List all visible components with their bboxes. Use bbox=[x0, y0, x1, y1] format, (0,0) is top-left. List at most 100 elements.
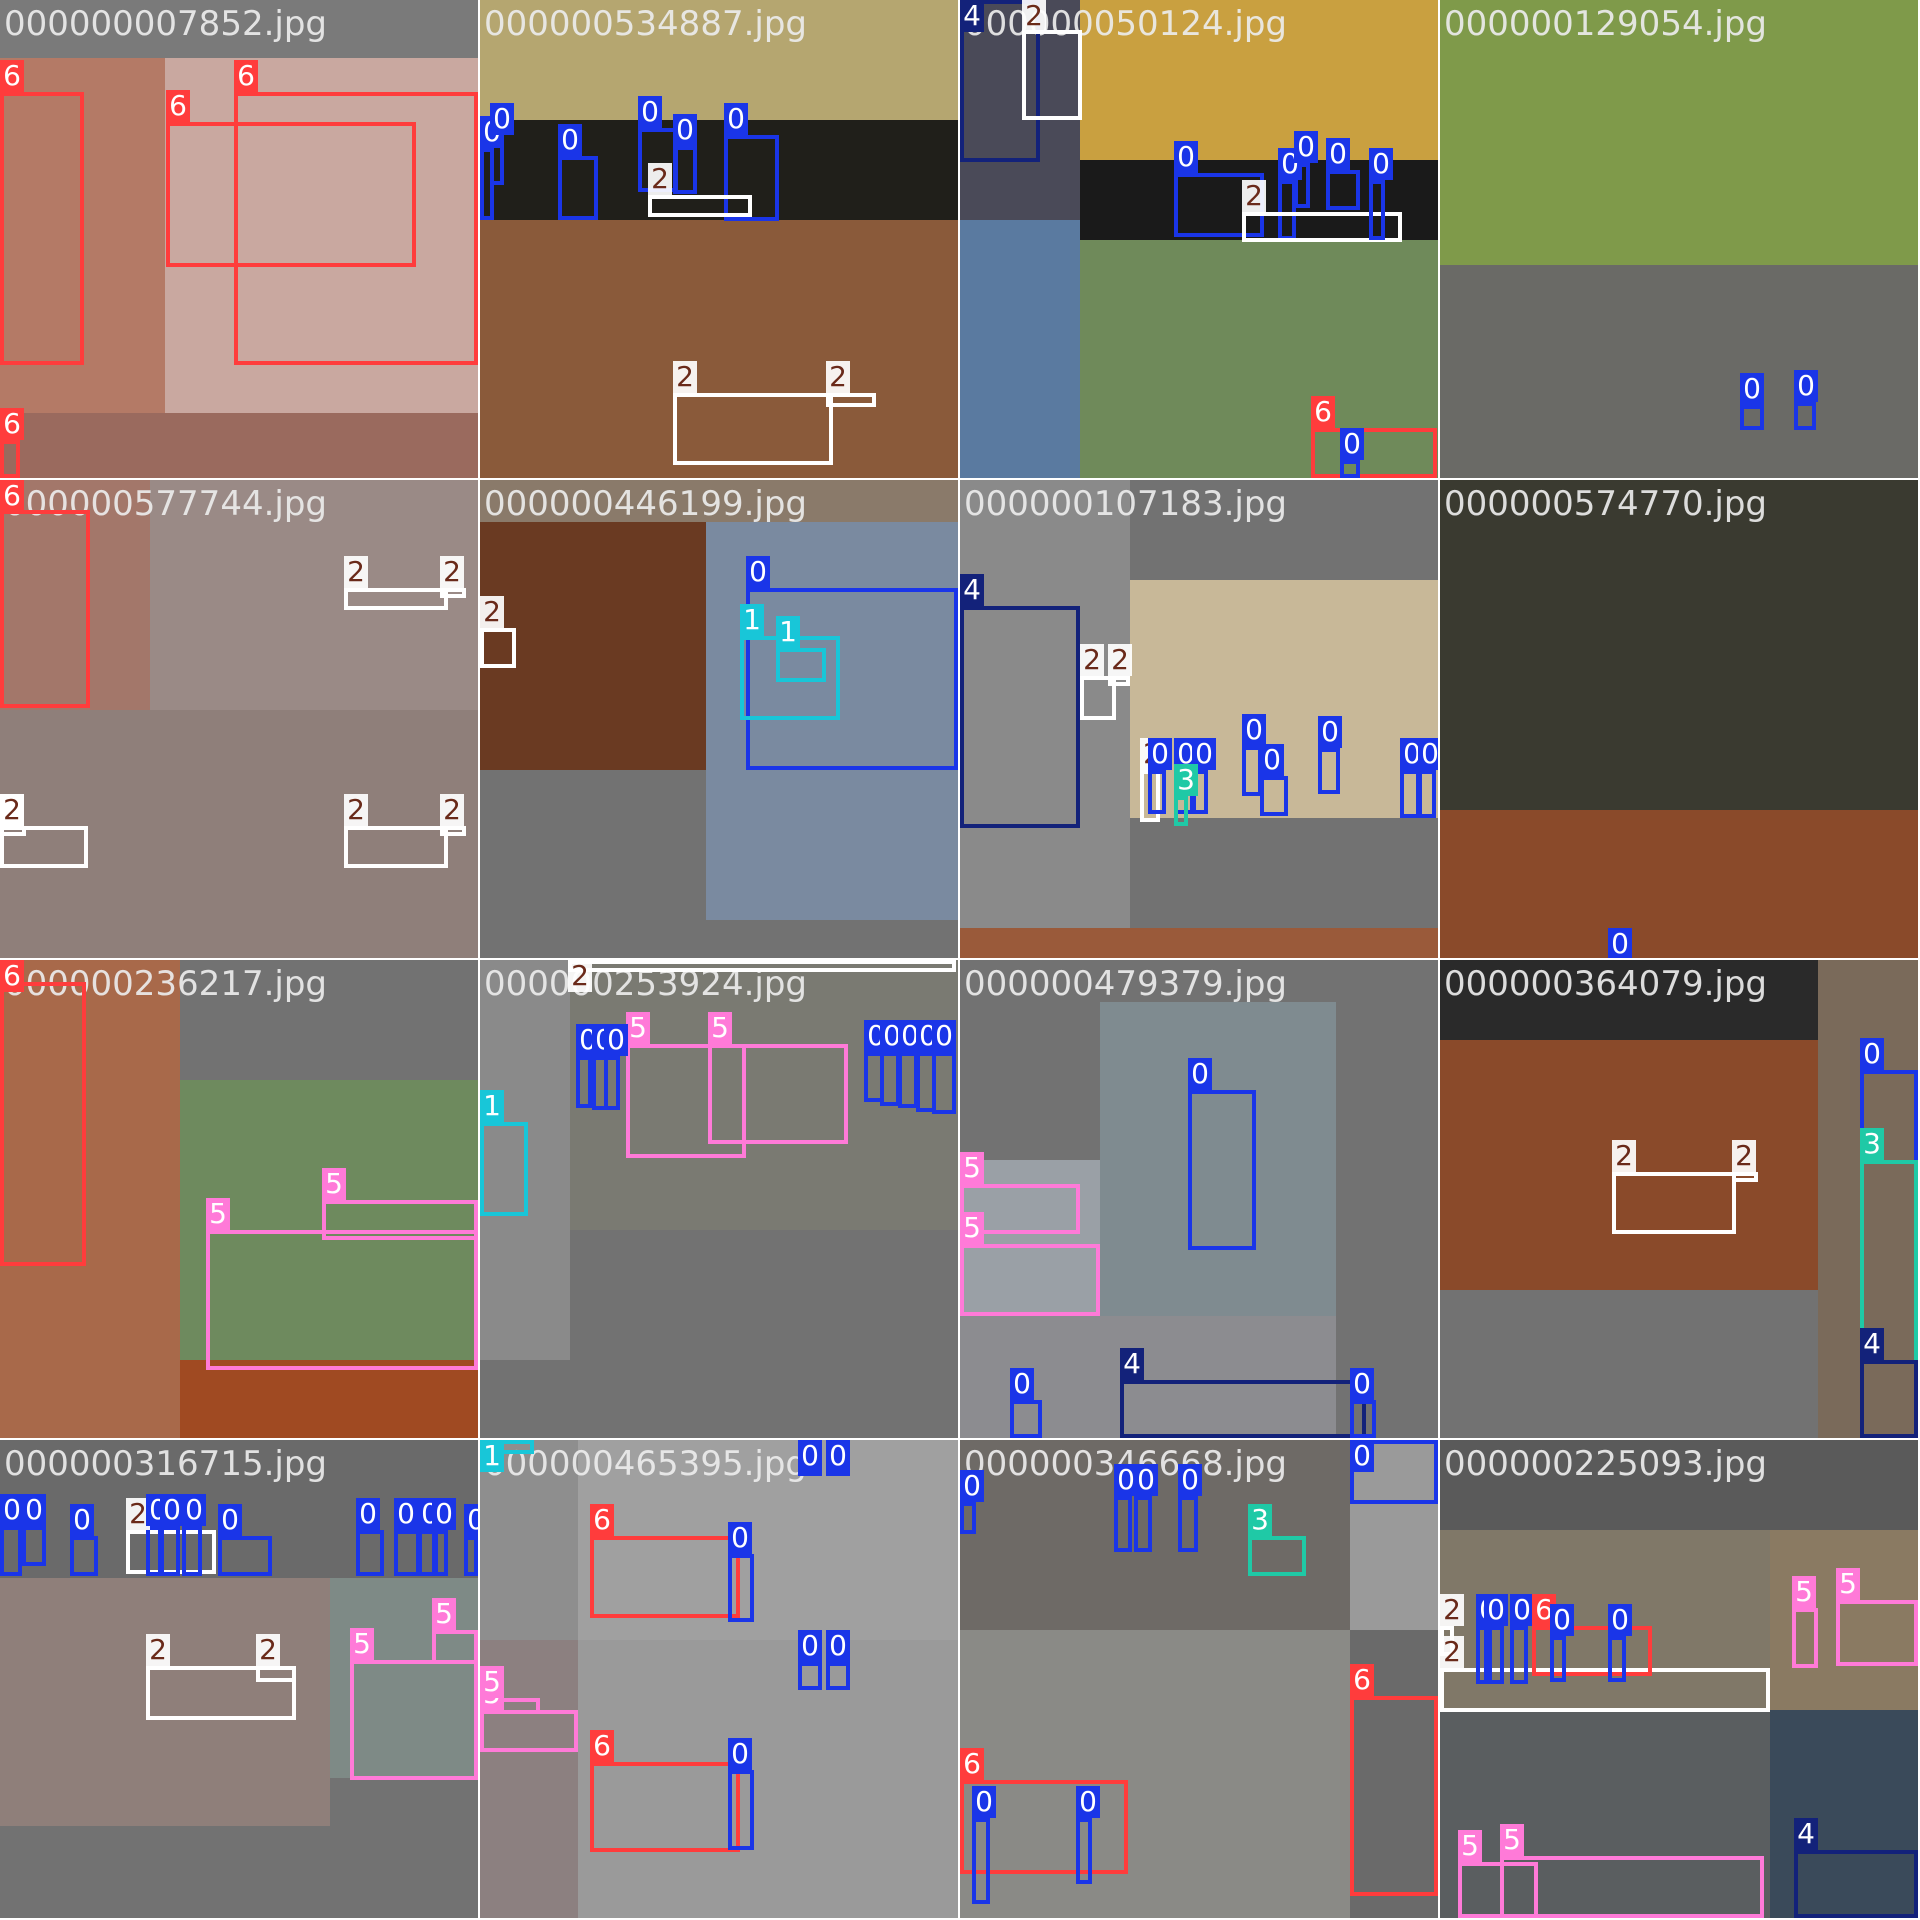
detection-box bbox=[960, 1184, 1080, 1234]
detection-box bbox=[724, 135, 779, 221]
detection-box bbox=[432, 1630, 478, 1664]
detection-box bbox=[1612, 1172, 1736, 1234]
class-label-tag: 2 bbox=[1080, 644, 1104, 676]
class-label-tag: 0 bbox=[1510, 1594, 1534, 1626]
mosaic-tile: 000000236217.jpg 6 5 5 bbox=[0, 960, 478, 1438]
class-label-tag: 3 bbox=[1860, 1128, 1884, 1160]
photo-region bbox=[0, 960, 180, 1438]
class-label-tag: 4 bbox=[1120, 1348, 1144, 1380]
class-label-tag: 0 bbox=[798, 1440, 822, 1472]
class-label-tag: 0 bbox=[826, 1440, 850, 1472]
mosaic-tile: 000000316715.jpg 0 0 0 2 0 0 0 0 0 0 0 0 0 2 2 5 5 bbox=[0, 1440, 478, 1918]
detection-box bbox=[394, 1530, 420, 1576]
detection-box bbox=[728, 1554, 754, 1622]
class-label-tag: 0 bbox=[70, 1504, 94, 1536]
detection-box bbox=[1369, 180, 1385, 240]
detection-box bbox=[1340, 460, 1360, 478]
detection-box bbox=[673, 146, 697, 194]
photo-region bbox=[1440, 0, 1918, 265]
mosaic-tile: 000000007852.jpg 6 6 6 6 bbox=[0, 0, 478, 478]
detection-box bbox=[1608, 1636, 1626, 1682]
photo-region bbox=[330, 1778, 478, 1918]
detection-box bbox=[322, 1200, 478, 1240]
class-label-tag: 2 bbox=[344, 794, 368, 826]
photo-region bbox=[0, 1826, 330, 1918]
class-label-tag: 2 bbox=[440, 556, 464, 588]
class-label-tag: 5 bbox=[708, 1012, 732, 1044]
tile-filename: 000000479379.jpg bbox=[964, 964, 1287, 1004]
detection-box bbox=[826, 1662, 850, 1690]
class-label-tag: 2 bbox=[344, 556, 368, 588]
tile-filename: 000000050124.jpg bbox=[964, 4, 1287, 44]
class-label-tag: 0 bbox=[728, 1522, 752, 1554]
tile-filename: 000000574770.jpg bbox=[1444, 484, 1767, 524]
detection-box bbox=[480, 1122, 528, 1216]
mosaic-tile: 000000129054.jpg 0 0 bbox=[1440, 0, 1918, 478]
class-label-tag: 0 bbox=[490, 103, 514, 135]
class-label-tag: 2 bbox=[568, 960, 592, 992]
detection-box bbox=[1484, 1626, 1504, 1684]
detection-box bbox=[960, 606, 1080, 828]
detection-box bbox=[0, 826, 88, 868]
detection-box bbox=[350, 1660, 478, 1780]
tile-filename: 000000225093.jpg bbox=[1444, 1444, 1767, 1484]
photo-region bbox=[0, 0, 478, 58]
detection-box bbox=[1022, 30, 1082, 120]
class-label-tag: 4 bbox=[1794, 1818, 1818, 1850]
photo-region bbox=[578, 1640, 958, 1918]
class-label-tag: 2 bbox=[1732, 1140, 1756, 1172]
detection-box bbox=[256, 1666, 296, 1682]
class-label-tag: 3 bbox=[1248, 1504, 1272, 1536]
mosaic-tile: 000000479379.jpg 0 5 5 4 0 0 bbox=[960, 960, 1438, 1438]
detection-box bbox=[880, 1052, 900, 1106]
detection-box bbox=[1794, 402, 1816, 430]
photo-region bbox=[960, 1630, 1350, 1918]
class-label-tag: 0 bbox=[1794, 370, 1818, 402]
class-label-tag: 0 bbox=[356, 1498, 380, 1530]
class-label-tag: 0 bbox=[1340, 428, 1364, 460]
photo-region bbox=[960, 0, 1080, 220]
class-label-tag: 5 bbox=[1792, 1576, 1816, 1608]
tile-filename: 000000534887.jpg bbox=[484, 4, 807, 44]
photo-region bbox=[480, 1440, 578, 1640]
class-label-tag: 5 bbox=[960, 1212, 984, 1244]
photo-region bbox=[480, 770, 706, 958]
detection-box bbox=[0, 510, 90, 708]
class-label-tag: 0 bbox=[1010, 1368, 1034, 1400]
detection-box bbox=[648, 195, 752, 217]
mosaic-tile: 000000364079.jpg 2 2 0 3 4 bbox=[1440, 960, 1918, 1438]
detection-box bbox=[1740, 405, 1764, 430]
class-label-tag: 0 bbox=[826, 1630, 850, 1662]
class-label-tag: 0 bbox=[604, 1024, 628, 1056]
class-label-tag: 2 bbox=[1022, 0, 1046, 32]
detection-box bbox=[0, 440, 20, 478]
detection-box bbox=[1550, 1636, 1566, 1682]
class-label-tag: 0 bbox=[1294, 131, 1318, 163]
detection-box bbox=[356, 1530, 384, 1576]
class-label-tag: 2 bbox=[256, 1634, 280, 1666]
photo-region bbox=[180, 1360, 478, 1438]
class-label-tag: 0 bbox=[1326, 138, 1350, 170]
photo-region bbox=[1080, 240, 1438, 478]
detection-box bbox=[1326, 170, 1360, 210]
photo-region bbox=[0, 1578, 330, 1826]
detection-box bbox=[1510, 1626, 1528, 1684]
detection-box bbox=[1836, 1600, 1918, 1666]
class-label-tag: 2 bbox=[1108, 644, 1132, 676]
photo-region bbox=[1440, 810, 1918, 958]
detection-box bbox=[70, 1536, 98, 1576]
detection-box bbox=[558, 156, 598, 220]
class-label-tag: 0 bbox=[728, 1738, 752, 1770]
class-label-tag: 0 bbox=[464, 1504, 478, 1536]
detection-box bbox=[0, 1526, 22, 1576]
detection-box bbox=[1108, 676, 1130, 686]
detection-box bbox=[344, 826, 448, 868]
detection-box bbox=[568, 960, 956, 972]
class-label-tag: 6 bbox=[234, 60, 258, 92]
class-label-tag: 2 bbox=[1440, 1594, 1464, 1626]
class-label-tag: 4 bbox=[1860, 1328, 1884, 1360]
class-label-tag: 6 bbox=[590, 1504, 614, 1536]
tile-divider bbox=[958, 0, 960, 1920]
